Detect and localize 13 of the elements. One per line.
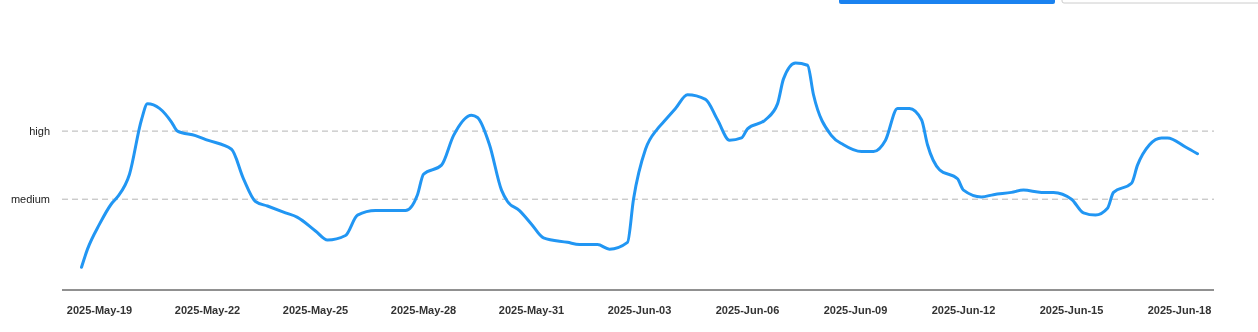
- x-tick-label: 2025-Jun-03: [607, 304, 672, 316]
- x-tick-label: 2025-Jun-18: [1147, 304, 1212, 316]
- ref-line-label: medium: [10, 193, 50, 206]
- x-tick-label: 2025-May-25: [282, 304, 349, 316]
- x-tick-label: 2025-Jun-06: [715, 304, 780, 316]
- x-tick-label: 2025-May-31: [498, 304, 565, 316]
- ref-line-label: high: [29, 124, 50, 137]
- x-tick-label: 2025-May-28: [390, 304, 457, 316]
- x-tick-label: 2025-Jun-09: [823, 304, 888, 316]
- x-tick-label: 2025-Jun-12: [931, 304, 996, 316]
- x-tick-label: 2025-May-22: [174, 304, 241, 316]
- x-tick-label: 2025-May-19: [66, 304, 133, 316]
- x-tick-label: 2025-Jun-15: [1039, 304, 1104, 316]
